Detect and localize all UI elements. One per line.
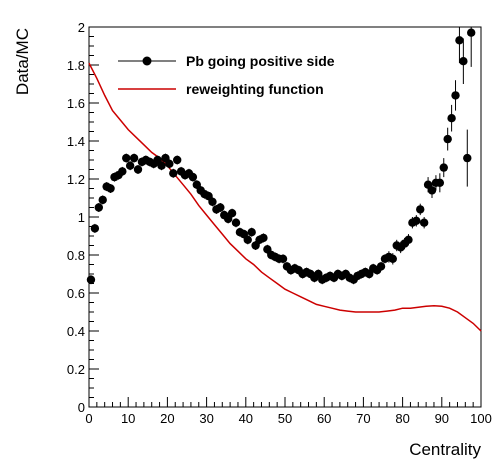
- x-tick-label: 50: [278, 411, 292, 426]
- data-point: [259, 233, 268, 243]
- data-point: [451, 91, 460, 100]
- x-tick-label: 30: [199, 411, 213, 426]
- data-point: [247, 228, 256, 237]
- y-tick-label: 1.4: [67, 134, 85, 149]
- data-point: [243, 235, 252, 244]
- y-tick-label: 2: [78, 20, 85, 35]
- data-point: [118, 167, 127, 176]
- data-point: [419, 218, 429, 227]
- x-tick-label: 20: [160, 411, 174, 426]
- series-layer: [86, 27, 482, 332]
- data-point: [86, 275, 96, 284]
- y-tick-label: 1: [78, 210, 85, 225]
- data-point: [443, 134, 452, 144]
- x-tick-label: 0: [85, 411, 92, 426]
- data-point: [439, 163, 448, 172]
- data-point: [208, 197, 217, 206]
- data-point: [467, 28, 476, 37]
- data-point: [278, 254, 288, 263]
- legend-label-series-2: reweighting function: [186, 81, 324, 97]
- y-tick-label: 1.6: [67, 96, 85, 111]
- y-tick-label: 0.8: [67, 248, 85, 263]
- data-point: [231, 218, 241, 227]
- y-tick-label: 0.4: [67, 324, 85, 339]
- x-tick-label: 60: [317, 411, 331, 426]
- x-tick-label: 100: [470, 411, 492, 426]
- data-point: [404, 235, 413, 244]
- data-point: [125, 161, 135, 170]
- y-tick-label: 0.2: [67, 362, 85, 377]
- data-point: [216, 203, 225, 212]
- x-axis-ticks: 0 10 20 30 40 50 60 70 80 90 100: [85, 397, 492, 426]
- legend: Pb going positive side reweighting funct…: [118, 53, 335, 97]
- y-tick-label: 1.2: [67, 172, 85, 187]
- data-point: [188, 172, 198, 182]
- data-point: [122, 153, 131, 163]
- data-point: [169, 169, 178, 178]
- data-point: [157, 161, 166, 170]
- y-tick-label: 0.6: [67, 286, 85, 301]
- y-axis-ticks: 0 0.2 0.4 0.6 0.8 1 1.2 1.4 1.6 1.8 2: [67, 20, 99, 415]
- data-point: [227, 209, 237, 218]
- data-point: [427, 186, 437, 195]
- data-point: [447, 114, 456, 123]
- series-line-reweighting-function: [88, 62, 482, 332]
- data-point: [106, 184, 115, 193]
- data-point: [165, 159, 174, 168]
- data-point: [133, 165, 143, 174]
- y-tick-label: 1.8: [67, 58, 85, 73]
- data-point: [173, 155, 182, 165]
- data-point: [416, 205, 425, 214]
- x-tick-label: 10: [121, 411, 135, 426]
- data-point: [129, 153, 139, 163]
- x-tick-label: 90: [435, 411, 449, 426]
- y-axis-title: Data/MC: [13, 28, 32, 95]
- data-point: [435, 178, 445, 187]
- data-point: [463, 153, 472, 163]
- data-point: [376, 262, 386, 271]
- x-tick-label: 70: [356, 411, 370, 426]
- x-axis-title: Centrality: [409, 440, 481, 459]
- data-point: [388, 254, 397, 263]
- x-tick-label: 40: [239, 411, 253, 426]
- y-tick-label: 0: [78, 400, 85, 415]
- x-tick-label: 80: [395, 411, 409, 426]
- data-point: [94, 203, 104, 212]
- data-point: [459, 57, 468, 66]
- data-point: [455, 36, 464, 45]
- data-point: [412, 216, 421, 225]
- legend-marker-series-1: [142, 56, 152, 66]
- data-point: [98, 195, 107, 205]
- data-point: [90, 224, 100, 233]
- legend-label-series-1: Pb going positive side: [186, 53, 335, 69]
